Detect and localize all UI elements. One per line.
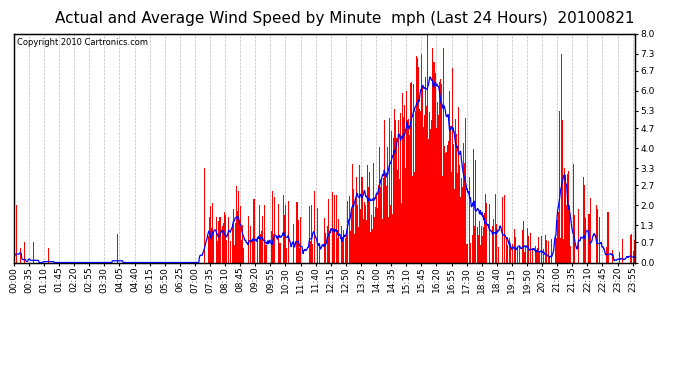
Text: Copyright 2010 Cartronics.com: Copyright 2010 Cartronics.com <box>17 38 148 47</box>
Text: Actual and Average Wind Speed by Minute  mph (Last 24 Hours)  20100821: Actual and Average Wind Speed by Minute … <box>55 11 635 26</box>
